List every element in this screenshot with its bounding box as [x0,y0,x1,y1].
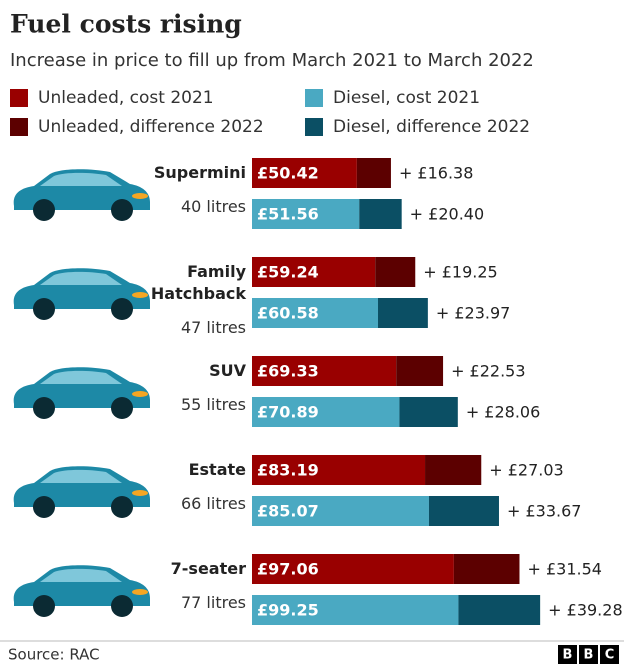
category-label-group: Family Hatchback 47 litres [126,261,246,339]
logo-box [600,645,619,664]
car-wheel [111,397,133,419]
legend-swatch [305,89,323,107]
difference-label: + £23.97 [436,304,510,323]
bar-segment [252,595,459,625]
difference-label: + £20.40 [410,205,484,224]
value-label: £50.42 [257,164,319,183]
bar-segment [399,397,458,427]
category-sublabel: 55 litres [180,395,246,414]
category-label-group: Supermini 40 litres [126,162,246,218]
bar-segment [453,554,520,584]
bar-segment [252,356,397,386]
legend-swatch [10,89,28,107]
value-label: £70.89 [257,403,319,422]
category-label: SUV [209,361,246,380]
bar-segment [252,455,426,485]
bar-segment [359,199,402,229]
chart-subtitle: Increase in price to fill up from March … [10,50,534,71]
bar-segment [428,496,499,526]
car-icon [13,565,150,617]
car-wheel [111,199,133,221]
car-wheel [33,199,55,221]
difference-label: + £33.67 [507,502,581,521]
car-light [132,292,148,298]
category-label: 7-seater [170,559,246,578]
bar-segment [252,199,360,229]
category-sublabel: 40 litres [180,197,246,216]
car-icon [13,268,150,320]
difference-label: + £28.06 [466,403,540,422]
value-label: £60.58 [257,304,319,323]
car-window [40,172,122,186]
legend-swatch [10,118,28,136]
bar-segment [252,158,357,188]
car-wheel [33,496,55,518]
bar-segment [396,356,444,386]
bar-segment [252,496,429,526]
value-label: £51.56 [257,205,319,224]
bar-segment [252,298,379,328]
bar-segment [375,257,416,287]
difference-label: + £19.25 [423,263,497,282]
bar-segment [458,595,541,625]
value-label: £83.19 [257,461,319,480]
category-label-group: SUV 55 litres [126,360,246,416]
difference-label: + £16.38 [399,164,473,183]
bar-segment [356,158,391,188]
source: Source: RAC [8,646,100,664]
category-label: Estate [188,460,246,479]
value-label: £85.07 [257,502,319,521]
car-light [132,490,148,496]
logo-box [579,645,598,664]
legend-label: Unleaded, cost 2021 [38,88,214,108]
car-window [40,370,122,384]
car-window [40,469,122,483]
bar-segment [425,455,482,485]
difference-label: + £22.53 [451,362,525,381]
car-window [40,568,122,582]
value-label: £59.24 [257,263,319,282]
legend-label: Unleaded, difference 2022 [38,117,264,137]
logo-letter: B [563,648,573,663]
category-sublabel: 77 litres [180,593,246,612]
category-sublabel: 66 litres [180,494,246,513]
logo-letter: C [605,648,615,663]
car-wheel [33,298,55,320]
car-light [132,391,148,397]
legend-swatch [305,118,323,136]
bar-segment [252,554,454,584]
logo-box [558,645,577,664]
chart-title: Fuel costs rising [10,10,242,39]
value-label: £99.25 [257,601,319,620]
car-wheel [111,298,133,320]
bar-segment [252,257,376,287]
car-wheel [33,595,55,617]
car-wheel [111,595,133,617]
difference-label: + £39.28 [548,601,622,620]
car-icon [13,169,150,221]
difference-label: + £31.54 [527,560,601,579]
bar-segment [378,298,428,328]
legend-label: Diesel, difference 2022 [333,117,530,137]
category-label-group: 7-seater 77 litres [126,558,246,614]
category-label-group: Estate 66 litres [126,459,246,515]
value-label: £97.06 [257,560,319,579]
car-light [132,589,148,595]
difference-label: + £27.03 [489,461,563,480]
category-label: Supermini [153,163,246,182]
car-wheel [33,397,55,419]
value-label: £69.33 [257,362,319,381]
category-label: Family Hatchback [150,262,246,303]
car-icon [13,466,150,518]
car-wheel [111,496,133,518]
category-sublabel: 47 litres [180,318,246,337]
bar-segment [252,397,400,427]
car-light [132,193,148,199]
car-window [40,271,122,285]
legend-label: Diesel, cost 2021 [333,88,480,108]
logo-letter: B [584,648,594,663]
car-icon [13,367,150,419]
